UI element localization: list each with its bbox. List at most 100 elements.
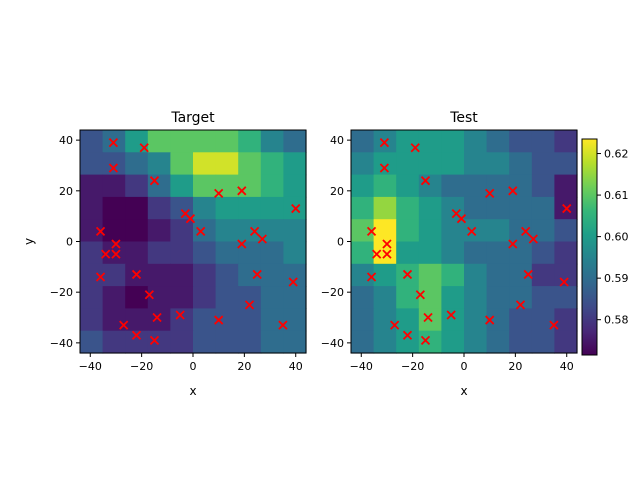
heatmap-cell [509,196,533,220]
sample-point-marker [288,277,298,287]
test-heatmap [351,130,578,354]
heatmap-cell [464,174,488,198]
heatmap-cell [554,286,578,309]
heatmap-cell [147,286,171,309]
x-tick-label: −20 [130,360,153,373]
heatmap-cell [464,196,488,220]
sample-point-marker [410,143,420,153]
heatmap-cell [125,241,149,265]
heatmap-cell [464,241,488,265]
heatmap-cell [125,174,149,198]
heatmap-cell [486,196,510,220]
heatmap-cell [531,152,555,176]
heatmap-cell [193,241,217,265]
y-tick-label: −20 [50,286,73,299]
heatmap-cell [193,330,217,354]
sample-point-marker [420,335,431,345]
heatmap-cell [260,286,284,309]
heatmap-cell [441,196,465,220]
heatmap-cell [373,308,397,332]
y-tick-label: −20 [321,286,344,299]
target-x-label: x [189,384,196,398]
heatmap-cell [260,308,284,332]
sample-point-marker [379,163,390,173]
target-points [95,138,301,345]
sample-point-marker [515,300,526,310]
sample-point-marker [244,300,255,310]
heatmap-cell [396,174,420,198]
heatmap-cell [238,130,262,153]
heatmap-cell [147,263,171,287]
heatmap-cell [486,286,510,309]
heatmap-cell [509,286,533,309]
heatmap-cell [486,263,510,287]
heatmap-cell [351,219,375,243]
heatmap-cell [441,330,465,354]
sample-point-marker [257,234,267,244]
heatmap-cell [509,130,533,153]
heatmap-cell [170,308,194,332]
heatmap-cell [125,219,149,243]
heatmap-cell [147,330,171,354]
heatmap-cell [554,219,578,243]
heatmap-cell [531,241,555,265]
heatmap-cell [464,263,488,287]
heatmap-cell [351,308,375,332]
heatmap-cell [102,263,126,287]
heatmap-cell [80,130,104,153]
heatmap-cell [125,330,149,354]
sample-point-marker [101,249,111,259]
heatmap-cell [238,330,262,354]
colorbar-tick-label: 0.60 [604,231,629,244]
sample-point-marker [415,290,425,300]
sample-point-marker [149,335,160,345]
test-points [366,138,572,345]
heatmap-cell [80,308,104,332]
heatmap-cell [441,263,465,287]
heatmap-cell [509,308,533,332]
heatmap-cell [260,130,284,153]
x-tick-label: 40 [289,360,303,373]
heatmap-cell [531,219,555,243]
heatmap-cell [193,286,217,309]
sample-point-marker [111,249,121,259]
y-tick-label: 20 [330,185,344,198]
heatmap-cell [238,174,262,198]
x-tick-label: 0 [190,360,197,373]
heatmap-cell [170,196,194,220]
heatmap-cell [283,308,307,332]
heatmap-cell [193,263,217,287]
heatmap-cell [441,152,465,176]
x-tick-label: 0 [461,360,468,373]
sample-point-marker [139,143,149,153]
heatmap-cell [486,152,510,176]
heatmap-cell [80,196,104,220]
x-tick-label: −20 [401,360,424,373]
heatmap-cell [486,219,510,243]
heatmap-cell [531,286,555,309]
heatmap-cell [486,308,510,332]
sample-point-marker [237,239,247,249]
target-x-ticks: −40 −20 0 20 40 [79,353,303,373]
sample-point-marker [214,315,224,325]
heatmap-cell [238,152,262,176]
heatmap-cell [351,130,375,153]
heatmap-cell [283,130,307,153]
heatmap-cell [554,308,578,332]
heatmap-cell [441,174,465,198]
sample-point-marker [131,330,142,340]
heatmap-cell [193,152,217,176]
heatmap-cell [80,241,104,265]
sample-point-marker [559,277,569,287]
heatmap-cell [170,286,194,309]
heatmap-cell [125,308,149,332]
sample-point-marker [523,269,533,280]
sample-point-marker [108,138,119,148]
heatmap-cell [554,130,578,153]
heatmap-cell [102,286,126,309]
heatmap-cell [170,219,194,243]
heatmap-cell [464,330,488,354]
sample-point-marker [152,312,162,323]
heatmap-cell [80,152,104,176]
